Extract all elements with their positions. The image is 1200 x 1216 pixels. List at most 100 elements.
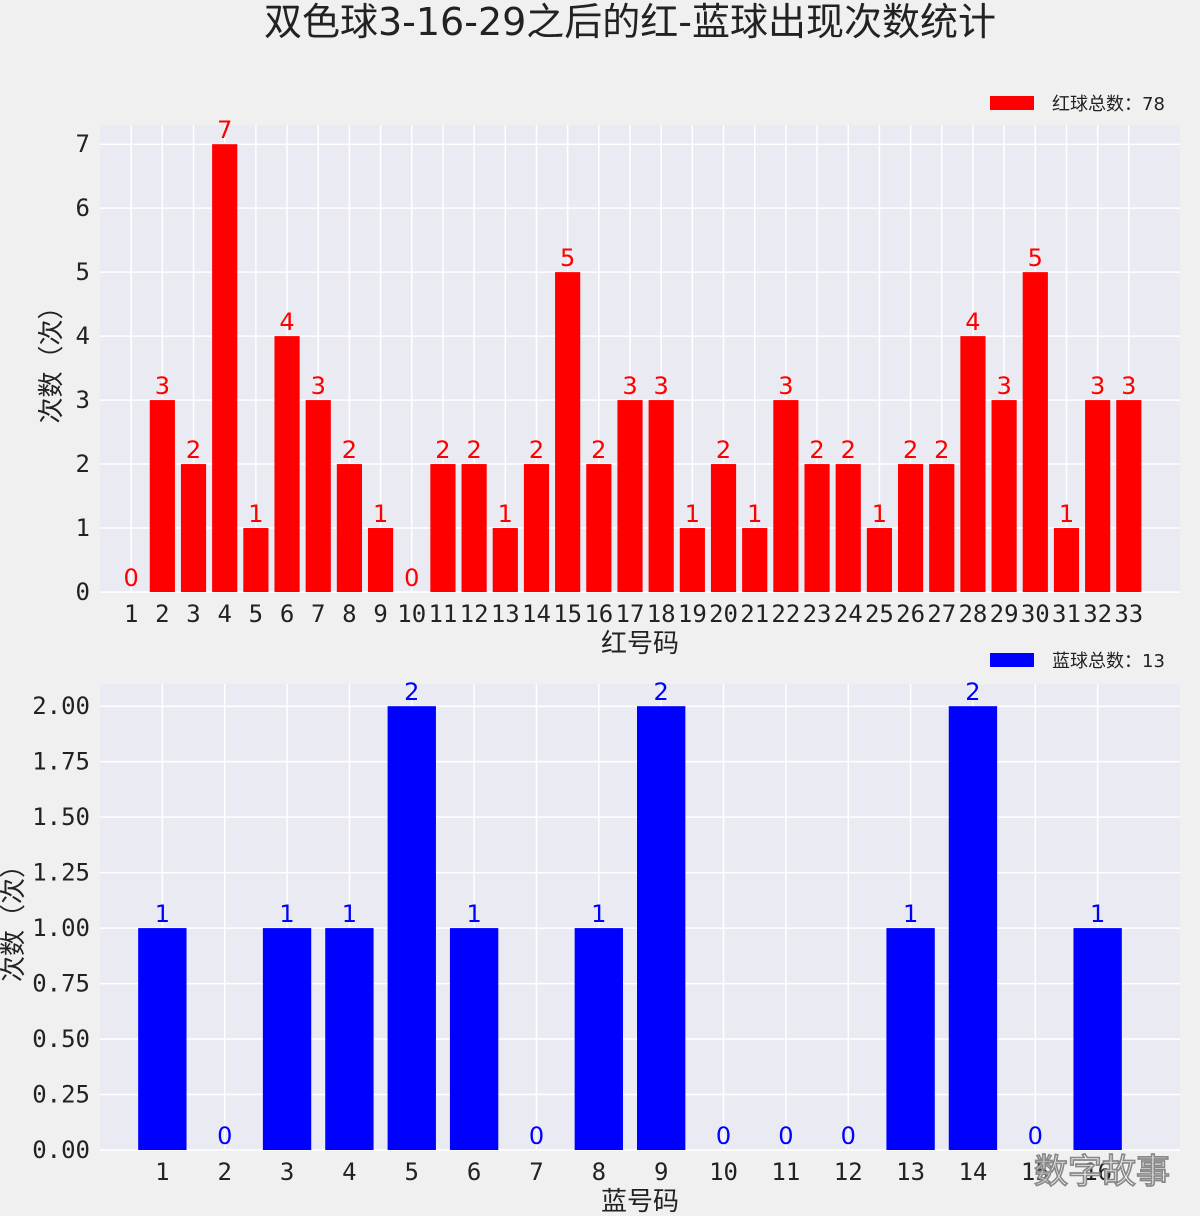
bar [368, 528, 394, 592]
x-tick-label: 4 [342, 1158, 356, 1186]
y-tick-label: 0 [76, 578, 90, 606]
chart-title: 双色球3-16-29之后的红-蓝球出现次数统计 [264, 0, 996, 44]
y-tick-label: 1.00 [32, 914, 90, 942]
bar-value-label: 0 [778, 1122, 793, 1150]
bar-value-label: 2 [841, 436, 856, 464]
x-tick-label: 31 [1052, 600, 1081, 628]
y-axis-label: 次数（次） [0, 852, 29, 982]
bar [430, 464, 456, 592]
bar-value-label: 1 [685, 500, 700, 528]
bar-value-label: 1 [373, 500, 388, 528]
x-tick-label: 11 [428, 600, 457, 628]
x-tick-label: 5 [249, 600, 263, 628]
bar-value-label: 5 [1028, 244, 1043, 272]
y-tick-label: 0.50 [32, 1025, 90, 1053]
legend-label: 蓝球总数：13 [1052, 651, 1165, 672]
y-tick-label: 7 [76, 130, 90, 158]
bar [991, 400, 1017, 592]
y-tick-label: 0.00 [32, 1136, 90, 1164]
bar [648, 400, 674, 592]
legend-swatch [990, 653, 1034, 667]
bar-value-label: 2 [934, 436, 949, 464]
x-tick-label: 32 [1083, 600, 1112, 628]
bar [929, 464, 955, 592]
bar-value-label: 0 [841, 1122, 856, 1150]
x-tick-label: 1 [155, 1158, 169, 1186]
x-tick-label: 33 [1114, 600, 1143, 628]
bar-value-label: 1 [342, 900, 357, 928]
x-tick-label: 9 [654, 1158, 668, 1186]
x-tick-label: 10 [397, 600, 426, 628]
bar-value-label: 1 [279, 900, 294, 928]
x-tick-label: 2 [155, 600, 169, 628]
y-tick-label: 2.00 [32, 692, 90, 720]
bar [1053, 528, 1080, 592]
bar-value-label: 3 [622, 372, 637, 400]
bar-value-label: 0 [124, 564, 139, 592]
y-tick-label: 2 [76, 450, 90, 478]
bar [262, 928, 312, 1150]
bar-value-label: 5 [560, 244, 575, 272]
bar [1022, 272, 1048, 592]
bar-value-label: 0 [217, 1122, 232, 1150]
y-tick-label: 6 [76, 194, 90, 222]
bar-value-label: 3 [1121, 372, 1136, 400]
bar-value-label: 0 [1028, 1122, 1043, 1150]
x-tick-label: 18 [647, 600, 676, 628]
x-tick-label: 24 [834, 600, 863, 628]
ticks: 0.000.250.500.751.001.251.501.752.001 2 3 4… [32, 692, 1112, 1186]
x-tick-label: 14 [958, 1158, 987, 1186]
bar-value-label: 2 [529, 436, 544, 464]
bar-value-label: 1 [466, 900, 481, 928]
x-tick-label: 11 [771, 1158, 800, 1186]
bar-value-label: 1 [747, 500, 762, 528]
bar-value-label: 7 [217, 116, 232, 144]
bar [138, 928, 187, 1150]
bar [305, 400, 331, 592]
bar-value-label: 2 [654, 678, 669, 706]
bar-value-label: 1 [1090, 900, 1105, 928]
bar-value-label: 3 [654, 372, 669, 400]
x-tick-label: 9 [373, 600, 387, 628]
legend-swatch [990, 96, 1034, 110]
x-tick-label: 8 [342, 600, 356, 628]
bar [574, 928, 623, 1150]
bar-value-label: 1 [872, 500, 887, 528]
bar [866, 528, 892, 592]
bar-value-label: 2 [809, 436, 824, 464]
bar-value-label: 0 [404, 564, 419, 592]
bar [835, 464, 861, 592]
bar-value-label: 2 [716, 436, 731, 464]
bar [149, 400, 175, 592]
x-tick-label: 5 [405, 1158, 419, 1186]
bar [243, 528, 269, 592]
bar [492, 528, 518, 592]
bar [617, 400, 643, 592]
x-tick-label: 12 [460, 600, 489, 628]
y-tick-label: 5 [76, 258, 90, 286]
bar-value-label: 3 [1090, 372, 1105, 400]
x-tick-label: 27 [927, 600, 956, 628]
bar-value-label: 2 [591, 436, 606, 464]
x-tick-label: 23 [803, 600, 832, 628]
x-tick-label: 20 [709, 600, 738, 628]
bar-value-label: 3 [311, 372, 326, 400]
x-tick-label: 28 [958, 600, 987, 628]
x-tick-label: 21 [740, 600, 769, 628]
x-tick-label: 4 [217, 600, 231, 628]
y-tick-label: 0.25 [32, 1081, 90, 1109]
bar-value-label: 2 [903, 436, 918, 464]
x-tick-label: 26 [896, 600, 925, 628]
bar [274, 336, 300, 592]
x-tick-label: 6 [280, 600, 294, 628]
bar-value-label: 2 [342, 436, 357, 464]
x-tick-label: 3 [186, 600, 200, 628]
bar [1085, 400, 1111, 592]
bar [1073, 928, 1122, 1150]
bar [387, 706, 436, 1150]
bar [804, 464, 830, 592]
bar [679, 528, 705, 592]
x-tick-label: 13 [491, 600, 520, 628]
bar-value-label: 1 [248, 500, 263, 528]
